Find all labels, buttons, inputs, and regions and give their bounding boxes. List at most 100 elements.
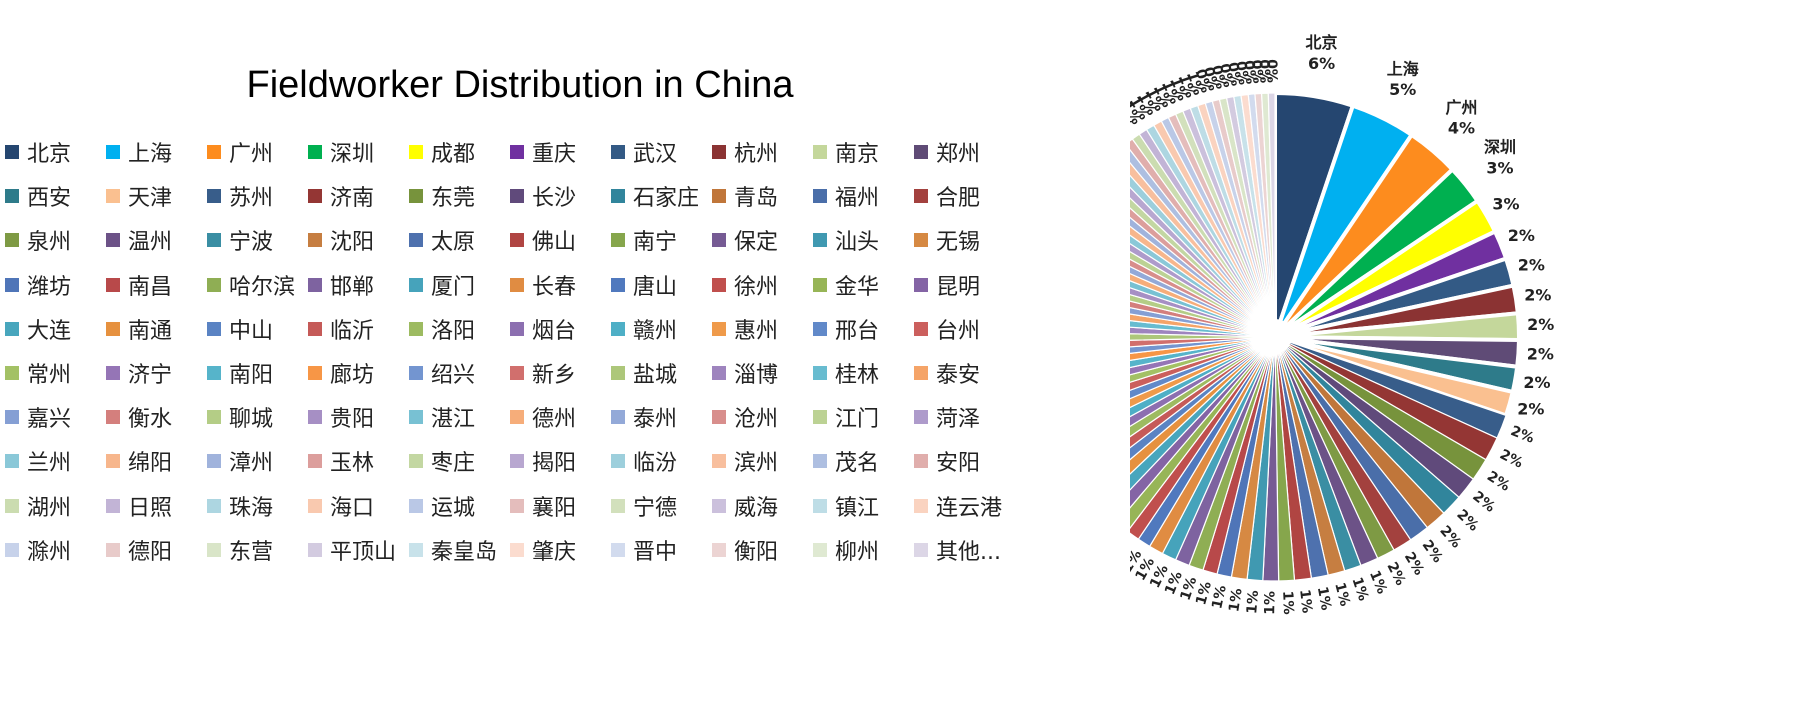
legend-label: 大连 (27, 318, 72, 344)
legend-label: 金华 (835, 274, 880, 300)
pie-slice-percent: 1% (1184, 70, 1206, 97)
legend-swatch (914, 145, 928, 159)
legend-swatch (308, 542, 322, 557)
pie-slice (1267, 92, 1276, 322)
pie-slice-name: 北京 (1306, 33, 1338, 52)
legend-item: 盐城 (611, 360, 677, 388)
legend-swatch (308, 498, 322, 513)
legend-swatch (207, 410, 221, 425)
legend-swatch (409, 498, 423, 513)
pie-slice-percent: 1% (1226, 587, 1245, 613)
legend-item: 海口 (308, 493, 374, 521)
legend-item: 深圳 (308, 139, 374, 167)
legend-swatch (611, 410, 625, 425)
legend-label: 连云港 (936, 495, 1003, 521)
legend-swatch (409, 366, 423, 380)
legend-label: 运城 (431, 495, 476, 521)
legend-item: 沈阳 (308, 227, 374, 255)
legend-swatch (813, 145, 827, 159)
legend-label: 平顶山 (330, 539, 397, 565)
legend-label: 台州 (936, 318, 981, 344)
legend-swatch (409, 189, 423, 204)
legend-label: 郑州 (936, 142, 981, 167)
pie-slice-percent: 2% (1518, 256, 1545, 275)
legend-swatch (712, 189, 726, 204)
legend-label: 肇庆 (532, 539, 577, 565)
legend-item: 东营 (207, 537, 273, 565)
legend-item: 烟台 (510, 316, 576, 344)
legend-label: 徐州 (734, 274, 779, 300)
legend-item: 石家庄 (611, 183, 699, 211)
legend-item: 平顶山 (308, 537, 397, 565)
legend-swatch (510, 233, 524, 248)
pie-slice-percent: 0% (1192, 67, 1214, 94)
legend-item: 泰安 (914, 360, 980, 388)
legend-swatch (813, 189, 827, 204)
legend-item: 杭州 (712, 139, 779, 167)
legend-swatch (5, 498, 19, 513)
legend-swatch (914, 454, 928, 469)
legend-label: 宁波 (229, 230, 274, 256)
legend-label: 威海 (734, 495, 779, 521)
legend-label: 秦皇岛 (431, 539, 498, 565)
legend-item: 大连 (5, 316, 72, 344)
legend-swatch (207, 321, 221, 336)
legend-item: 嘉兴 (5, 404, 71, 432)
legend-label: 滨州 (734, 451, 779, 477)
legend-label: 茂名 (835, 451, 880, 477)
legend-item: 秦皇岛 (409, 537, 498, 565)
legend-label: 杭州 (734, 142, 779, 167)
legend-swatch (5, 145, 19, 159)
legend-label: 安阳 (936, 451, 981, 477)
legend-swatch (611, 366, 625, 380)
legend-item: 惠州 (712, 316, 778, 344)
legend-label: 德阳 (128, 539, 173, 565)
legend-item: 重庆 (510, 139, 576, 167)
pie-slice-name: 深圳 (1484, 137, 1516, 156)
legend-label: 泉州 (27, 230, 72, 256)
pie-slice-percent: 1% (1296, 589, 1315, 614)
legend-label: 武汉 (633, 142, 678, 167)
legend-swatch (308, 189, 322, 204)
legend-item: 贵阳 (308, 404, 374, 432)
legend-label: 东莞 (431, 186, 476, 212)
legend-item: 沧州 (712, 404, 779, 433)
legend-swatch (914, 233, 928, 248)
legend-swatch (712, 366, 726, 380)
legend-swatch (712, 277, 726, 292)
pie-slice-percent: 0% (1240, 60, 1258, 85)
legend-item: 柳州 (813, 537, 880, 565)
legend-label: 新乡 (532, 363, 577, 388)
legend-swatch (712, 321, 726, 336)
legend-label: 常州 (27, 363, 72, 388)
legend-label: 聊城 (229, 407, 274, 433)
legend-swatch (5, 454, 19, 469)
legend-label: 中山 (229, 318, 274, 344)
legend-swatch (914, 189, 928, 204)
legend-item: 桂林 (813, 360, 879, 388)
legend-item: 玉林 (308, 448, 374, 476)
pie-slice-percent: 2% (1484, 468, 1513, 494)
legend-swatch (308, 366, 322, 380)
legend-item: 唐山 (611, 272, 677, 300)
legend-item: 枣庄 (409, 448, 475, 476)
legend-swatch (813, 233, 827, 248)
legend-label: 柳州 (835, 539, 880, 565)
legend-label: 温州 (128, 230, 173, 256)
legend-swatch (813, 454, 827, 469)
legend-item: 上海 (106, 139, 172, 167)
legend-item: 保定 (712, 227, 778, 255)
legend-swatch (611, 145, 625, 159)
legend-item: 德州 (510, 404, 576, 432)
pie-slice-percent: 3% (1492, 194, 1519, 213)
pie-slice-percent: 1% (1331, 581, 1352, 608)
legend-item: 泰州 (611, 404, 677, 432)
legend-label: 沧州 (734, 407, 779, 433)
legend-item: 绍兴 (409, 360, 475, 388)
pie-slice-percent: 2% (1527, 344, 1554, 363)
legend-item: 邯郸 (308, 272, 374, 300)
legend-swatch (409, 233, 423, 248)
legend-swatch (510, 189, 524, 204)
legend-item: 兰州 (5, 448, 71, 476)
legend-swatch (510, 277, 524, 292)
